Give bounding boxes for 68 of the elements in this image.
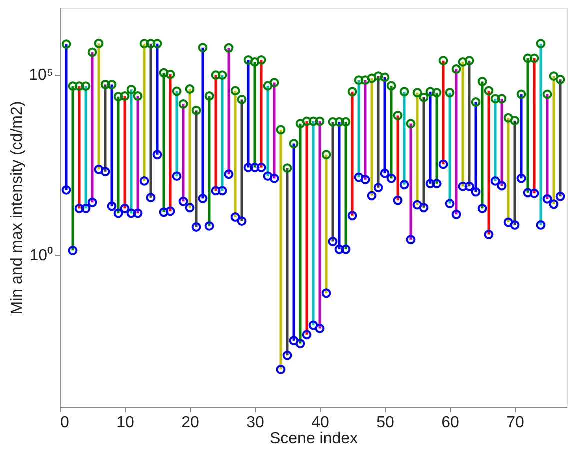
- bar: [533, 58, 536, 194]
- x-tick-label: 30: [246, 414, 264, 432]
- bar: [176, 91, 178, 176]
- bar: [488, 90, 490, 235]
- bar: [358, 80, 360, 178]
- bar: [221, 75, 224, 191]
- bar: [260, 60, 263, 168]
- bar: [91, 52, 94, 203]
- x-tick-label: 50: [376, 414, 394, 432]
- bar: [214, 75, 218, 191]
- y-axis-title: Min and max intensity (cd/m2): [9, 101, 26, 315]
- bar: [559, 80, 562, 197]
- x-tick-label: 10: [116, 414, 134, 432]
- x-axis-title: Scene index: [270, 430, 358, 448]
- x-tick-label: 60: [442, 414, 460, 432]
- bar: [318, 121, 322, 329]
- bar: [422, 98, 426, 208]
- bar: [370, 78, 374, 196]
- bar: [520, 94, 523, 179]
- bar: [240, 100, 244, 222]
- bar: [507, 118, 510, 222]
- x-tick-label: 40: [312, 414, 330, 432]
- bar: [377, 76, 380, 188]
- bar: [442, 60, 445, 164]
- y-tick-label: 10⁵: [29, 67, 54, 84]
- bar: [136, 96, 140, 214]
- bar: [169, 74, 172, 212]
- bar: [396, 116, 400, 201]
- bar: [98, 44, 100, 170]
- bar: [325, 154, 328, 294]
- bar: [416, 92, 419, 206]
- bar: [124, 96, 126, 209]
- bar: [228, 48, 230, 174]
- bar: [130, 90, 133, 214]
- x-tick-label: 20: [182, 414, 200, 432]
- bar: [468, 60, 471, 187]
- bar: [462, 62, 464, 187]
- bar: [448, 92, 452, 204]
- y-tick-label: 10⁰: [30, 246, 54, 264]
- bar: [143, 44, 146, 182]
- bar: [455, 69, 458, 215]
- bar: [78, 86, 81, 209]
- bar: [104, 84, 107, 172]
- bar: [306, 121, 308, 335]
- bar: [410, 124, 412, 240]
- bar: [280, 130, 282, 370]
- bar: [403, 92, 406, 185]
- bar: [351, 92, 354, 216]
- bar: [84, 86, 88, 209]
- bar: [273, 82, 276, 179]
- bar: [552, 76, 556, 204]
- bar: [494, 98, 497, 182]
- x-tick-label: 70: [506, 414, 524, 432]
- bar: [364, 80, 367, 180]
- bar: [182, 104, 185, 202]
- bar: [514, 120, 516, 226]
- bar: [266, 86, 270, 176]
- bar: [540, 44, 542, 226]
- bar: [500, 98, 504, 186]
- x-tick-label: 0: [60, 414, 70, 432]
- bar: [312, 121, 315, 326]
- bar: [546, 94, 549, 200]
- bar: [234, 90, 237, 218]
- bar: [332, 122, 334, 242]
- bar: [286, 168, 289, 356]
- bar: [195, 110, 198, 228]
- bar: [188, 89, 192, 208]
- bar: [150, 44, 152, 198]
